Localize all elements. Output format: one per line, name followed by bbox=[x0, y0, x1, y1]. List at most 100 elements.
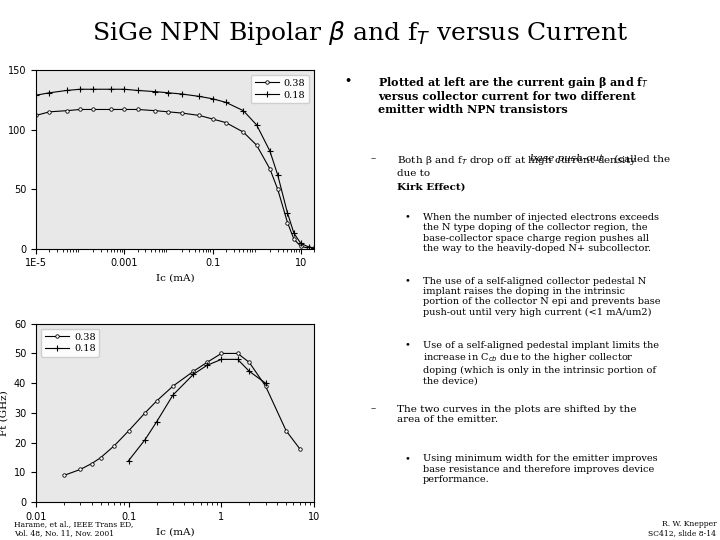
0.38 bbox=[274, 186, 282, 192]
0.38 bbox=[203, 359, 212, 366]
Text: Using minimum width for the emitter improves
base resistance and therefore impro: Using minimum width for the emitter impr… bbox=[423, 454, 657, 484]
0.38 bbox=[222, 119, 230, 126]
X-axis label: Ic (mA): Ic (mA) bbox=[156, 528, 194, 536]
Text: The use of a self-aligned collector pedestal N
implant raises the doping in the : The use of a self-aligned collector pede… bbox=[423, 276, 660, 317]
0.38 bbox=[125, 428, 133, 434]
0.38 bbox=[310, 245, 318, 252]
Text: –: – bbox=[370, 404, 376, 414]
0.18 bbox=[261, 380, 270, 387]
0.18 bbox=[152, 418, 161, 425]
0.38 bbox=[266, 166, 274, 172]
Text: Kirk Effect): Kirk Effect) bbox=[397, 183, 465, 192]
0.18 bbox=[208, 96, 217, 102]
Legend: 0.38, 0.18: 0.38, 0.18 bbox=[41, 328, 99, 357]
Text: •: • bbox=[344, 75, 351, 85]
0.18 bbox=[133, 87, 142, 93]
0.18 bbox=[140, 436, 149, 443]
0.38 bbox=[217, 350, 225, 357]
Text: When the number of injected electrons exceeds
the N type doping of the collector: When the number of injected electrons ex… bbox=[423, 213, 659, 253]
0.18 bbox=[177, 91, 186, 97]
0.38 bbox=[208, 116, 217, 122]
X-axis label: Ic (mA): Ic (mA) bbox=[156, 274, 194, 283]
Text: The two curves in the plots are shifted by the
area of the emitter.: The two curves in the plots are shifted … bbox=[397, 404, 636, 424]
Text: base push-out: base push-out bbox=[530, 154, 603, 164]
Text: R. W. Knepper
SC412, slide 8-14: R. W. Knepper SC412, slide 8-14 bbox=[649, 520, 716, 537]
0.38 bbox=[88, 460, 96, 467]
0.18 bbox=[245, 368, 253, 375]
Text: (called the: (called the bbox=[611, 154, 673, 164]
0.38 bbox=[120, 106, 129, 113]
0.18 bbox=[297, 240, 305, 247]
0.38 bbox=[133, 106, 142, 113]
0.18 bbox=[203, 362, 212, 369]
Text: Both β and f$_T$ drop off at high current density
due to: Both β and f$_T$ drop off at high curren… bbox=[397, 154, 636, 178]
0.38 bbox=[189, 368, 198, 375]
0.38 bbox=[195, 112, 204, 119]
0.38 bbox=[89, 106, 98, 113]
0.38 bbox=[110, 442, 119, 449]
0.18 bbox=[120, 86, 129, 92]
0.38 bbox=[164, 109, 173, 115]
0.18 bbox=[125, 457, 133, 464]
0.38 bbox=[252, 142, 261, 149]
Text: •: • bbox=[404, 213, 410, 222]
0.18 bbox=[289, 230, 298, 237]
0.18 bbox=[252, 122, 261, 128]
0.38 bbox=[76, 106, 84, 113]
Line: 0.18: 0.18 bbox=[126, 356, 269, 463]
Line: 0.38: 0.38 bbox=[35, 108, 316, 250]
0.38 bbox=[140, 410, 149, 416]
0.38 bbox=[63, 107, 71, 114]
0.38 bbox=[289, 236, 298, 242]
0.38 bbox=[96, 454, 105, 461]
Line: 0.38: 0.38 bbox=[62, 352, 302, 477]
Y-axis label: Beta: Beta bbox=[0, 147, 2, 172]
0.38 bbox=[152, 398, 161, 404]
Text: Plotted at left are the current gain β and f$_T$
versus collector current for tw: Plotted at left are the current gain β a… bbox=[378, 75, 649, 115]
0.38 bbox=[60, 472, 68, 478]
0.38 bbox=[305, 245, 313, 251]
0.38 bbox=[239, 129, 248, 136]
0.18 bbox=[32, 92, 40, 98]
0.18 bbox=[189, 371, 198, 377]
0.18 bbox=[63, 87, 71, 93]
0.18 bbox=[89, 86, 98, 92]
0.18 bbox=[164, 90, 173, 96]
0.18 bbox=[217, 356, 225, 363]
0.38 bbox=[177, 110, 186, 116]
0.18 bbox=[168, 392, 177, 399]
Legend: 0.38, 0.18: 0.38, 0.18 bbox=[251, 75, 309, 104]
0.38 bbox=[261, 383, 270, 389]
0.38 bbox=[233, 350, 242, 357]
Text: Harame, et al., IEEE Trans ED,
Vol. 48, No. 11, Nov. 2001: Harame, et al., IEEE Trans ED, Vol. 48, … bbox=[14, 520, 134, 537]
0.38 bbox=[76, 466, 84, 472]
0.18 bbox=[222, 99, 230, 106]
0.18 bbox=[107, 86, 115, 92]
0.18 bbox=[150, 89, 159, 95]
Text: •: • bbox=[404, 454, 410, 463]
0.38 bbox=[297, 243, 305, 249]
Text: Use of a self-aligned pedestal implant limits the
increase in C$_{cb}$ due to th: Use of a self-aligned pedestal implant l… bbox=[423, 341, 659, 386]
0.18 bbox=[239, 107, 248, 114]
Text: –: – bbox=[370, 154, 376, 164]
0.18 bbox=[45, 90, 53, 96]
0.38 bbox=[107, 106, 115, 113]
0.18 bbox=[305, 244, 313, 250]
0.38 bbox=[32, 112, 40, 119]
0.18 bbox=[233, 356, 242, 363]
0.38 bbox=[283, 219, 292, 226]
0.18 bbox=[76, 86, 84, 92]
Y-axis label: Ft (GHz): Ft (GHz) bbox=[0, 390, 9, 436]
0.38 bbox=[245, 359, 253, 366]
0.18 bbox=[274, 172, 282, 178]
0.18 bbox=[310, 245, 318, 251]
Text: •: • bbox=[404, 341, 410, 349]
0.18 bbox=[195, 93, 204, 99]
Text: •: • bbox=[404, 276, 410, 286]
0.38 bbox=[295, 446, 304, 452]
Text: SiGe NPN Bipolar $\beta$ and f$_T$ versus Current: SiGe NPN Bipolar $\beta$ and f$_T$ versu… bbox=[91, 19, 629, 47]
0.18 bbox=[283, 210, 292, 216]
0.18 bbox=[266, 148, 274, 154]
0.38 bbox=[168, 383, 177, 389]
0.38 bbox=[150, 107, 159, 114]
